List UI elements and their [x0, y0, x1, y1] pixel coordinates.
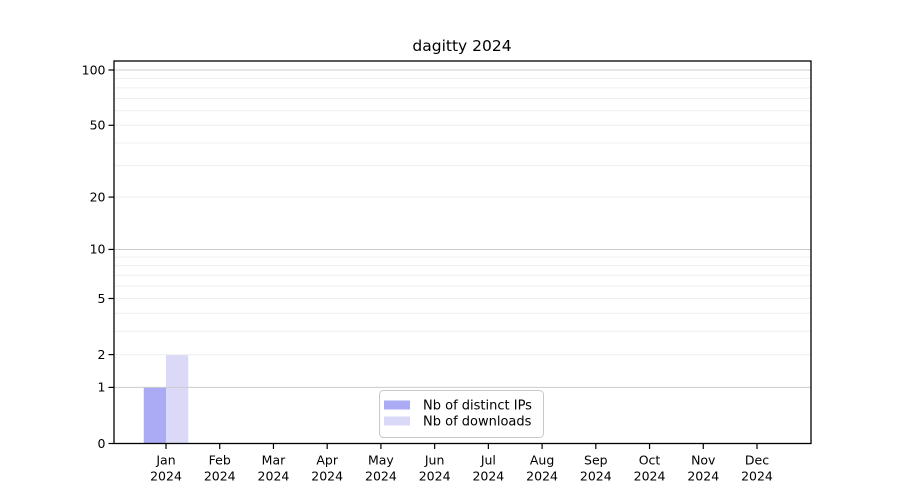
x-tick-label-year4: 2024	[365, 469, 397, 484]
y-tick-label-0: 0	[98, 436, 106, 451]
x-tick-label-month0: Jan	[155, 453, 175, 468]
bar-series0-month0	[143, 387, 166, 444]
y-tick-label-50: 50	[90, 118, 106, 133]
x-tick-label-month1: Feb	[209, 453, 231, 468]
plot-border	[113, 60, 812, 445]
y-tick-label-100: 100	[82, 62, 106, 77]
x-tick-label-year6: 2024	[472, 469, 504, 484]
x-tick-label-year2: 2024	[258, 469, 290, 484]
x-tick-label-month8: Sep	[584, 453, 608, 468]
y-tick-label-20: 20	[90, 189, 106, 204]
x-tick-label-year11: 2024	[741, 469, 773, 484]
x-tick-label-year8: 2024	[580, 469, 612, 484]
legend-label-series0: Nb of distinct IPs	[423, 399, 532, 414]
x-tick-label-month11: Dec	[745, 453, 769, 468]
bar-series1-month0	[166, 354, 189, 444]
y-tick-label-1: 1	[98, 380, 106, 395]
x-tick-label-month6: Jul	[480, 453, 496, 468]
x-tick-label-month9: Oct	[639, 453, 661, 468]
x-tick-label-month7: Aug	[530, 453, 554, 468]
x-tick-label-year9: 2024	[634, 469, 666, 484]
x-tick-label-month10: Nov	[691, 453, 716, 468]
legend-label-series1: Nb of downloads	[423, 415, 532, 430]
y-tick-label-2: 2	[98, 347, 106, 362]
x-tick-label-year7: 2024	[526, 469, 558, 484]
x-tick-label-month2: Mar	[262, 453, 286, 468]
legend-box	[379, 390, 544, 438]
legend-swatch-series0	[384, 400, 410, 410]
x-tick-label-month3: Apr	[316, 453, 338, 468]
legend-swatch-series1	[384, 416, 410, 426]
x-tick-label-year1: 2024	[204, 469, 236, 484]
x-tick-label-month5: Jun	[424, 453, 445, 468]
x-tick-label-year5: 2024	[419, 469, 451, 484]
x-tick-label-year3: 2024	[311, 469, 343, 484]
y-tick-label-10: 10	[90, 242, 106, 257]
x-tick-label-year0: 2024	[150, 469, 182, 484]
x-tick-label-month4: May	[368, 453, 394, 468]
x-tick-label-year10: 2024	[687, 469, 719, 484]
chart-title: dagitty 2024	[412, 37, 511, 55]
y-tick-label-5: 5	[98, 291, 106, 306]
